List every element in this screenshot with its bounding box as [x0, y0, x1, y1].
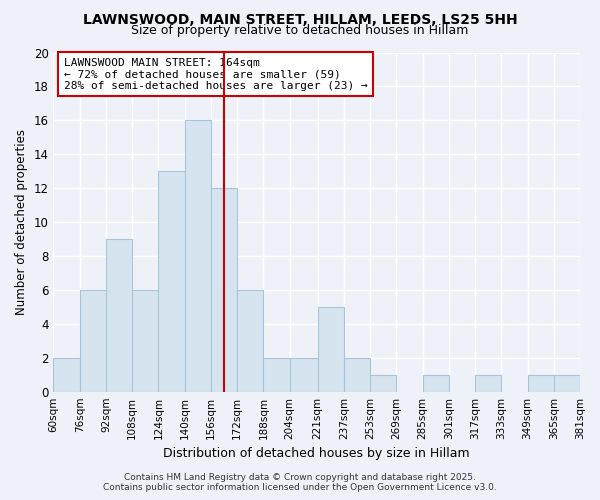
Bar: [344, 358, 370, 392]
Bar: [263, 358, 290, 392]
X-axis label: Distribution of detached houses by size in Hillam: Distribution of detached houses by size …: [163, 447, 470, 460]
Y-axis label: Number of detached properties: Number of detached properties: [15, 129, 28, 315]
Bar: [185, 120, 211, 392]
Bar: [370, 374, 396, 392]
Bar: [317, 307, 344, 392]
Bar: [158, 171, 185, 392]
Bar: [475, 374, 501, 392]
Bar: [211, 188, 237, 392]
Text: LAWNSWOOD, MAIN STREET, HILLAM, LEEDS, LS25 5HH: LAWNSWOOD, MAIN STREET, HILLAM, LEEDS, L…: [83, 12, 517, 26]
Text: LAWNSWOOD MAIN STREET: 164sqm
← 72% of detached houses are smaller (59)
28% of s: LAWNSWOOD MAIN STREET: 164sqm ← 72% of d…: [64, 58, 368, 91]
Bar: [80, 290, 106, 392]
Bar: [290, 358, 317, 392]
Bar: [554, 374, 580, 392]
Bar: [237, 290, 263, 392]
Bar: [106, 239, 132, 392]
Bar: [132, 290, 158, 392]
Text: Contains HM Land Registry data © Crown copyright and database right 2025.
Contai: Contains HM Land Registry data © Crown c…: [103, 473, 497, 492]
Bar: [527, 374, 554, 392]
Bar: [53, 358, 80, 392]
Bar: [422, 374, 449, 392]
Text: Size of property relative to detached houses in Hillam: Size of property relative to detached ho…: [131, 24, 469, 37]
